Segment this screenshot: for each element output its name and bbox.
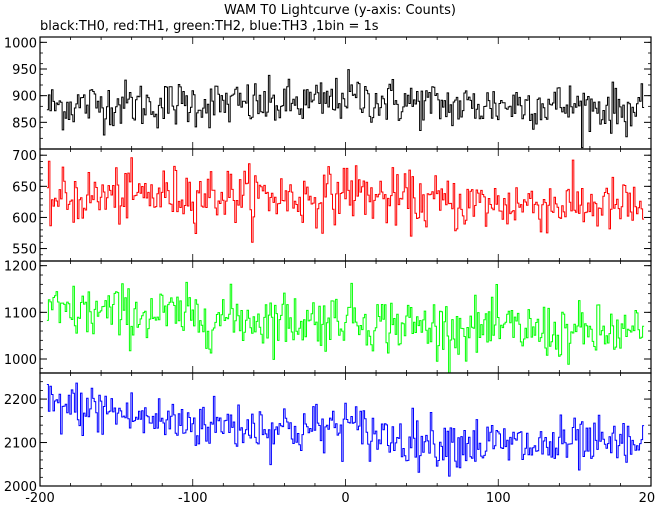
y-tick-label: 850 bbox=[12, 116, 37, 131]
y-tick-label: 1000 bbox=[4, 36, 37, 51]
panel-frame-th0 bbox=[39, 36, 652, 150]
y-tick-label: 1200 bbox=[4, 260, 37, 275]
x-tick-label: -200 bbox=[25, 491, 55, 505]
panel-frame-th1 bbox=[39, 148, 652, 262]
chart-subtitle: black:TH0, red:TH1, green:TH2, blue:TH3 … bbox=[40, 19, 379, 34]
x-tick-label: 0 bbox=[341, 491, 349, 505]
panel-frame-th3 bbox=[39, 372, 652, 487]
x-tick-label: -100 bbox=[178, 491, 208, 505]
x-tick-label: 200 bbox=[639, 491, 655, 505]
y-tick-label: 700 bbox=[12, 149, 37, 164]
series-line-th0 bbox=[46, 69, 645, 149]
panels-group: 850 900 950 1000 550 600 650 700 1000 1100 1200 200… bbox=[4, 36, 652, 495]
y-tick-label: 2100 bbox=[4, 437, 37, 452]
y-tick-label: 550 bbox=[12, 243, 37, 258]
y-tick-label: 2000 bbox=[4, 480, 37, 495]
y-tick-label: 950 bbox=[12, 63, 37, 78]
y-tick-label: 1000 bbox=[4, 353, 37, 368]
series-line-th2 bbox=[46, 281, 645, 373]
y-tick-label: 1100 bbox=[4, 306, 37, 321]
x-axis: -200 -100 0 100 200 bbox=[25, 491, 655, 505]
y-tick-label: 2200 bbox=[4, 393, 37, 408]
series-line-th3 bbox=[46, 382, 645, 477]
y-tick-label: 900 bbox=[12, 90, 37, 105]
y-tick-label: 650 bbox=[12, 180, 37, 195]
y-tick-label: 600 bbox=[12, 211, 37, 226]
chart-title: WAM T0 Lightcurve (y-axis: Counts) bbox=[224, 3, 456, 18]
series-line-th1 bbox=[46, 157, 645, 243]
x-tick-label: 100 bbox=[486, 491, 511, 505]
